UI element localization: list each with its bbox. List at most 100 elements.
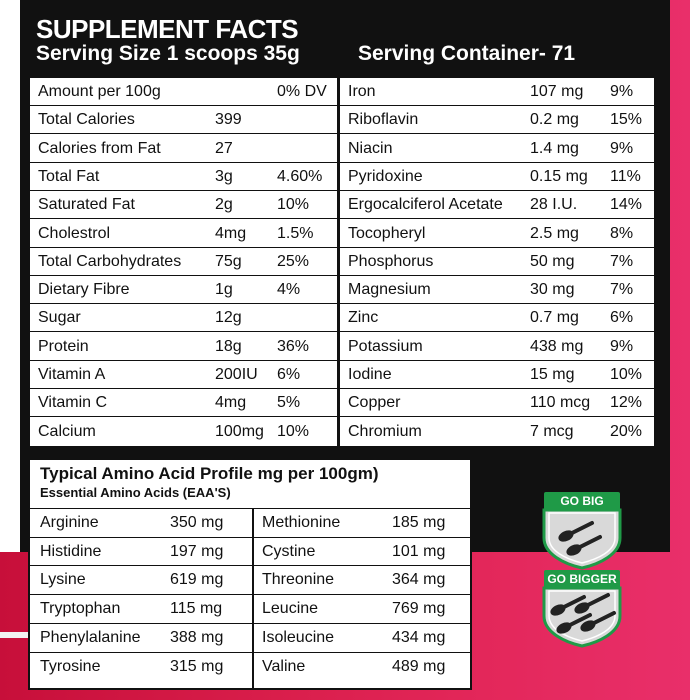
amino-name: Leucine — [262, 600, 319, 618]
fact-amount: 438 mg — [530, 337, 584, 355]
fact-amount: 4mg — [215, 394, 247, 412]
fact-dv: 7% — [610, 281, 634, 299]
label-title: SUPPLEMENT FACTS — [36, 14, 299, 44]
amino-name: Tyrosine — [40, 657, 101, 675]
fact-name: Potassium — [348, 337, 423, 355]
fact-row: Total Fat 3g 4.60% — [30, 163, 337, 191]
fact-row: Vitamin C 4mg 5% — [30, 389, 337, 418]
fact-amount: 1.4 mg — [530, 139, 579, 157]
amino-column-divider — [252, 508, 254, 690]
fact-name: Zinc — [348, 309, 379, 327]
fact-row: Copper 110 mcg 12% — [340, 389, 654, 418]
fact-dv: 8% — [610, 224, 634, 242]
scoop-icon — [580, 611, 616, 632]
fact-row: Tocopheryl 2.5 mg 8% — [340, 220, 654, 248]
fact-dv: 14% — [610, 196, 643, 214]
fact-row: Ergocalciferol Acetate 28 I.U. 14% — [340, 191, 654, 220]
fact-amount: 0.2 mg — [530, 111, 579, 129]
fact-row: Total Calories 399 — [30, 106, 337, 135]
amino-name: Lysine — [40, 571, 86, 589]
fact-name: Chromium — [348, 422, 422, 440]
fact-row: Dietary Fibre 1g 4% — [30, 276, 337, 305]
shield-icon — [542, 586, 622, 648]
amino-row: Tyrosine 315 mg Valine 489 mg — [30, 651, 470, 681]
fact-name: Vitamin C — [38, 394, 108, 412]
fact-dv: 1.5% — [277, 224, 314, 242]
fact-dv: 15% — [610, 111, 643, 129]
fact-amount: 399 — [215, 111, 242, 129]
fact-amount: 27 — [215, 139, 233, 157]
fact-name: Calcium — [38, 422, 96, 440]
fact-amount: 110 mcg — [530, 394, 591, 412]
amino-acid-table: Typical Amino Acid Profile mg per 100gm)… — [28, 458, 472, 690]
fact-row: Calories from Fat 27 — [30, 135, 337, 163]
amino-amount: 185 mg — [392, 514, 446, 531]
column-divider — [337, 78, 340, 446]
fact-row: Potassium 438 mg 9% — [340, 333, 654, 361]
amino-amount: 350 mg — [170, 514, 224, 531]
fact-row: Vitamin A 200IU 6% — [30, 361, 337, 389]
fact-dv: 6% — [277, 366, 301, 383]
fact-name: Saturated Fat — [38, 196, 135, 214]
fact-name: Ergocalciferol Acetate — [348, 196, 503, 214]
fact-name: Cholestrol — [38, 224, 111, 242]
fact-row: Total Carbohydrates 75g 25% — [30, 248, 337, 276]
amino-amount: 364 mg — [392, 571, 446, 589]
fact-name: Pyridoxine — [348, 167, 423, 185]
fact-row: Riboflavin 0.2 mg 15% — [340, 106, 654, 135]
fact-name: Tocopheryl — [348, 224, 426, 242]
fact-amount: 200IU — [215, 366, 258, 383]
supplement-facts-table: Amount per 100g 0% DV Total Calories 399 Cal… — [28, 76, 656, 448]
fact-name: Protein — [38, 337, 89, 355]
fact-name: Phosphorus — [348, 252, 434, 270]
fact-dv: 20% — [610, 422, 643, 440]
amino-amount: 315 mg — [170, 657, 224, 675]
fact-dv: 9% — [610, 139, 634, 157]
scoop-icon — [558, 521, 594, 542]
fact-row: Iodine 15 mg 10% — [340, 361, 654, 389]
fact-row: Iron 107 mg 9% — [340, 78, 654, 106]
scoop-icon — [574, 593, 610, 614]
amino-name: Arginine — [40, 514, 99, 531]
amino-amount: 197 mg — [170, 542, 224, 560]
go-big-label: GO BIG — [544, 492, 620, 510]
amino-amount: 769 mg — [392, 600, 446, 618]
amino-amount: 101 mg — [392, 542, 446, 560]
fact-amount: 1g — [215, 281, 233, 299]
fact-dv: 10% — [277, 422, 310, 440]
amino-row: Tryptophan 115 mg Leucine 769 mg — [30, 594, 470, 623]
fact-name: Total Carbohydrates — [38, 252, 182, 270]
fact-name: Total Fat — [38, 167, 100, 185]
fact-amount: 30 mg — [530, 281, 575, 299]
amino-row: Arginine 350 mg Methionine 185 mg — [30, 508, 470, 537]
fact-amount: 0.15 mg — [530, 167, 588, 185]
fact-amount: 100mg — [215, 422, 264, 440]
amino-name: Threonine — [262, 571, 335, 589]
fact-name: Amount per 100g — [38, 83, 161, 100]
fact-row: Pyridoxine 0.15 mg 11% — [340, 163, 654, 191]
fact-amount: 107 mg — [530, 83, 584, 100]
fact-dv: 6% — [610, 309, 634, 327]
amino-row: Lysine 619 mg Threonine 364 mg — [30, 565, 470, 594]
serving-size: Serving Size 1 scoops 35g — [36, 42, 300, 65]
amino-amount: 489 mg — [392, 657, 446, 675]
amino-name: Valine — [262, 657, 306, 675]
amino-amount: 434 mg — [392, 628, 446, 646]
fact-dv: 4.60% — [277, 167, 323, 185]
amino-name: Phenylalanine — [40, 628, 141, 646]
fact-row: Magnesium 30 mg 7% — [340, 276, 654, 305]
fact-name: Iodine — [348, 366, 392, 383]
amino-amount: 388 mg — [170, 628, 224, 646]
fact-dv: 5% — [277, 394, 301, 412]
scoop-icon — [556, 613, 592, 634]
fact-amount: 2.5 mg — [530, 224, 579, 242]
fact-dv: 11% — [610, 167, 641, 185]
fact-dv: 25% — [277, 252, 310, 270]
amino-name: Tryptophan — [40, 600, 121, 618]
fact-name: Magnesium — [348, 281, 431, 299]
fact-name: Iron — [348, 83, 376, 100]
fact-dv: 36% — [277, 337, 310, 355]
fact-name: Riboflavin — [348, 111, 419, 129]
amino-name: Methionine — [262, 514, 341, 531]
white-edge-strip — [0, 0, 20, 552]
